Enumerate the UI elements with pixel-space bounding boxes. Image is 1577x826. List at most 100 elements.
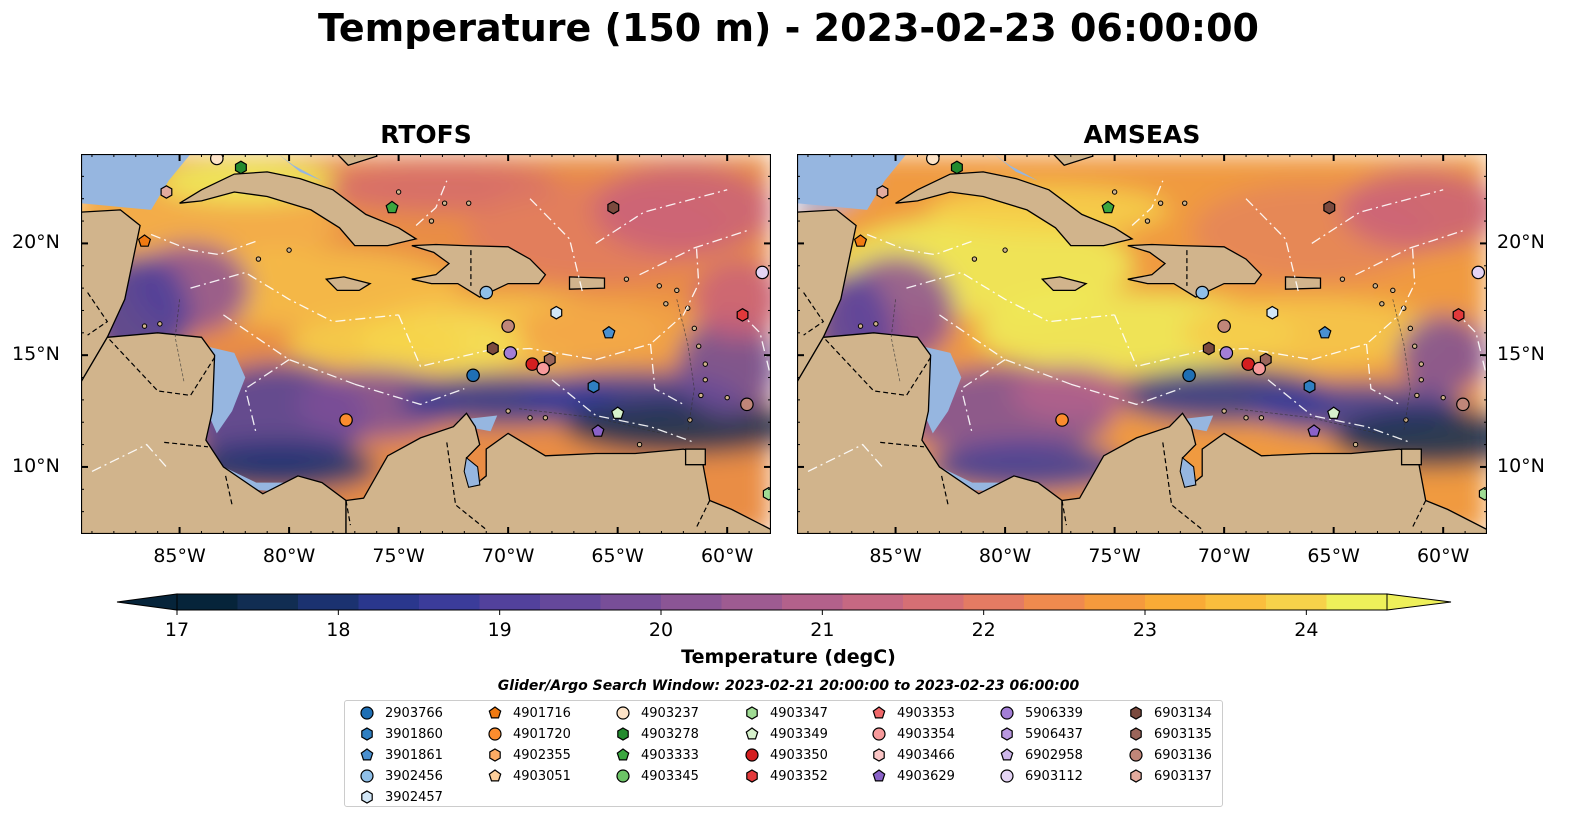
float-marker-3901860 (587, 379, 600, 394)
colorbar-segment (661, 594, 722, 610)
legend-item-4903278: 4903278 (613, 724, 699, 744)
legend-label: 4903350 (770, 747, 828, 763)
legend-label: 6903112 (1025, 768, 1083, 784)
float-marker-6903136 (1456, 397, 1470, 412)
legend-item-4901720: 4901720 (485, 724, 571, 744)
legend-marker (745, 727, 759, 740)
panel-title-amseas: AMSEAS (1083, 120, 1201, 149)
float-marker-6903134 (1323, 200, 1336, 215)
legend-marker (616, 748, 630, 761)
lat-tick-label: 20°N (12, 231, 60, 254)
legend-item-4902355: 4902355 (485, 745, 571, 765)
legend-marker (488, 769, 502, 782)
legend-item-6903136: 6903136 (1126, 745, 1212, 765)
legend-label: 4903237 (641, 705, 699, 721)
legend-item-4903352: 4903352 (742, 766, 828, 786)
eez-boundaries (91, 180, 771, 472)
colorbar-tick-label: 22 (971, 619, 996, 641)
legend-item-4903051: 4903051 (485, 766, 571, 786)
colorbar-segment (419, 594, 480, 610)
float-marker-2903766 (1182, 368, 1196, 383)
colorbar-segment (1024, 594, 1085, 610)
float-marker-6903136 (501, 319, 515, 333)
legend-marker-icon (616, 748, 630, 761)
legend-item-4903629: 4903629 (869, 766, 955, 786)
legend-marker-icon (746, 769, 758, 783)
legend-item-6903137: 6903137 (1126, 766, 1212, 786)
legend-marker (360, 769, 374, 783)
colorbar-segment (237, 594, 299, 610)
legend-marker-icon (616, 769, 630, 783)
land (797, 154, 1487, 534)
legend-marker (872, 769, 886, 782)
legend-label: 3902457 (385, 789, 443, 805)
legend-marker-icon (872, 769, 886, 782)
float-marker-5906339 (1219, 346, 1234, 360)
legend-marker (361, 790, 373, 804)
float-marker-6903136 (1217, 319, 1231, 333)
legend-item-3902456: 3902456 (357, 766, 443, 786)
land-pr (568, 276, 606, 290)
colorbar-tick-label: 24 (1294, 619, 1319, 641)
legend-item-4903345: 4903345 (613, 766, 699, 786)
legend-marker (616, 769, 630, 783)
colorbar-tick-label: 17 (164, 619, 190, 641)
colorbar-tick-label: 23 (1132, 619, 1158, 641)
colorbar-segment (963, 594, 1025, 610)
legend-item-6902958: 6902958 (997, 745, 1083, 765)
float-marker-6903134 (486, 341, 499, 356)
legend-item-5906339: 5906339 (997, 703, 1083, 723)
lon-tick-label: 75°W (372, 545, 425, 567)
legend-item-4903354: 4903354 (869, 724, 955, 744)
legend-marker-icon (488, 727, 502, 741)
map-frame (81, 154, 771, 534)
rtofs-map (81, 154, 771, 534)
legend-item-4903347: 4903347 (742, 703, 828, 723)
lon-tick-label: 80°W (978, 545, 1032, 567)
legend-label: 3901861 (385, 747, 443, 763)
float-marker-5906339 (503, 346, 518, 360)
colorbar-segment (721, 594, 783, 610)
legend-marker (1001, 727, 1013, 741)
legend-marker-icon (360, 748, 374, 761)
legend-label: 6903134 (1154, 705, 1212, 721)
lat-tick-label: 15°N (12, 343, 60, 366)
colorbar-segment (842, 594, 904, 610)
colorbar-segment (1326, 594, 1388, 610)
float-marker-6903137 (160, 185, 173, 199)
lat-tick-label: 20°N (1497, 231, 1545, 254)
legend-marker (488, 706, 502, 719)
colorbar-segment (479, 594, 541, 610)
legend-item-4903350: 4903350 (742, 745, 828, 765)
legend-item-4903333: 4903333 (613, 745, 699, 765)
legend-marker-icon (488, 706, 502, 719)
float-marker-6903136 (740, 397, 754, 412)
search-window-caption: Glider/Argo Search Window: 2023-02-21 20… (497, 678, 1080, 694)
legend-marker (873, 748, 885, 762)
float-marker-4903333 (1101, 200, 1115, 214)
land-jamaica (1040, 276, 1088, 292)
float-markers (137, 154, 771, 501)
lon-tick-label: 65°W (591, 545, 644, 567)
land-hispaniola (1127, 243, 1263, 298)
legend-item-6903112: 6903112 (997, 766, 1083, 786)
colorbar-tick-label: 18 (326, 619, 351, 641)
legend-marker (361, 727, 373, 741)
float-marker-4903278 (950, 160, 963, 175)
legend-label: 4903352 (770, 768, 828, 784)
legend-marker-icon (745, 727, 759, 740)
land-hispaniola (411, 243, 547, 298)
legend-marker-icon (361, 727, 373, 741)
colorbar-tick-label: 21 (810, 619, 835, 641)
map-ticks (797, 154, 1487, 534)
country-borders (803, 250, 1427, 530)
float-marker-6903135 (543, 352, 556, 367)
float-marker-3902457 (1266, 305, 1279, 320)
legend-marker-icon (1130, 706, 1142, 720)
panel-title-rtofs: RTOFS (380, 120, 472, 149)
legend-marker-icon (489, 748, 501, 762)
map-frame (797, 154, 1487, 534)
float-marker-3901861 (1318, 325, 1332, 339)
legend-label: 3901860 (385, 726, 443, 742)
float-marker-4901720 (339, 413, 353, 427)
